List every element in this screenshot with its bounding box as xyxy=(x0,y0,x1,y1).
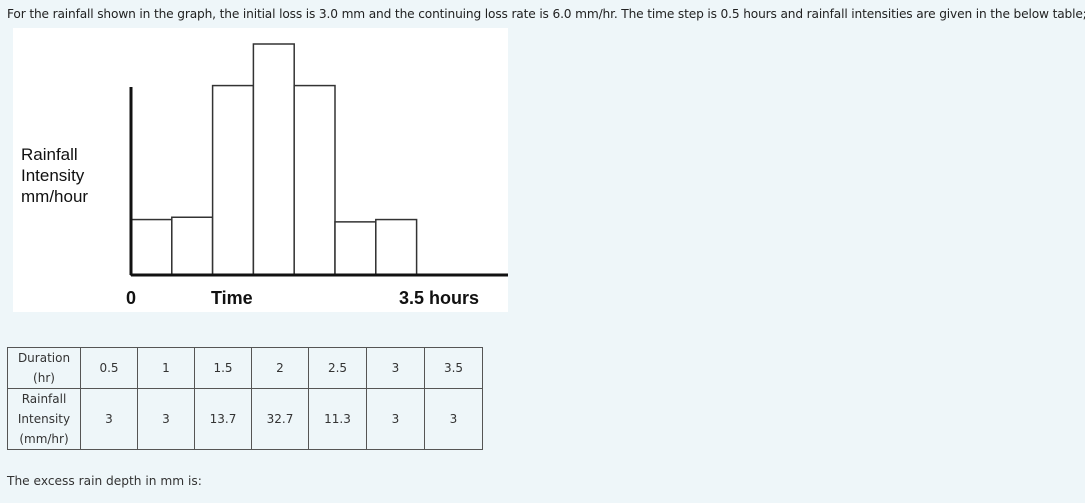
intensity-header: Rainfall Intensity (mm/hr) xyxy=(7,388,81,450)
rainfall-bar xyxy=(334,221,377,276)
x-axis-label: Time xyxy=(211,288,253,308)
table-cell: 3 xyxy=(366,388,425,450)
y-label-line: mm/hour xyxy=(21,187,89,206)
table-cell: 2.5 xyxy=(308,347,367,389)
table-cell: 32.7 xyxy=(251,388,309,450)
hyetograph-chart xyxy=(129,43,508,277)
table-cell: 3 xyxy=(366,347,425,389)
table-cell: 1.5 xyxy=(194,347,252,389)
rainfall-bar xyxy=(171,216,214,276)
rainfall-bar xyxy=(293,84,336,276)
table-cell: 3 xyxy=(80,388,138,450)
y-axis-label: Rainfall Intensity mm/hour xyxy=(21,144,88,207)
table-cell: 0.5 xyxy=(80,347,138,389)
rainfall-table: Duration (hr) 0.5 1 1.5 2 2.5 3 3.5 Rainf… xyxy=(7,347,483,450)
rainfall-bar xyxy=(211,84,255,276)
x-tick-end: 3.5 hours xyxy=(399,288,480,308)
table-cell: 13.7 xyxy=(194,388,252,450)
table-cell: 3.5 xyxy=(424,347,483,389)
x-tick-start: 0 xyxy=(126,288,137,308)
table-cell: 1 xyxy=(137,347,195,389)
rainfall-bar xyxy=(375,218,418,276)
duration-header: Duration (hr) xyxy=(7,347,81,389)
rainfall-hyetograph-figure: Rainfall Intensity mm/hour 0 Time 3.5 ho… xyxy=(13,28,508,312)
answer-prompt: The excess rain depth in mm is: xyxy=(7,474,202,488)
y-label-line: Intensity xyxy=(21,166,85,185)
table-cell: 11.3 xyxy=(308,388,367,450)
rainfall-bar xyxy=(252,43,295,276)
y-label-line: Rainfall xyxy=(21,145,78,164)
question-text: For the rainfall shown in the graph, the… xyxy=(7,7,1085,21)
table-row: Duration (hr) 0.5 1 1.5 2 2.5 3 3.5 xyxy=(7,347,483,389)
table-cell: 3 xyxy=(424,388,483,450)
table-row: Rainfall Intensity (mm/hr) 3 3 13.7 32.7 1… xyxy=(7,388,483,450)
table-cell: 3 xyxy=(137,388,195,450)
table-cell: 2 xyxy=(251,347,309,389)
rainfall-bar xyxy=(130,218,173,276)
